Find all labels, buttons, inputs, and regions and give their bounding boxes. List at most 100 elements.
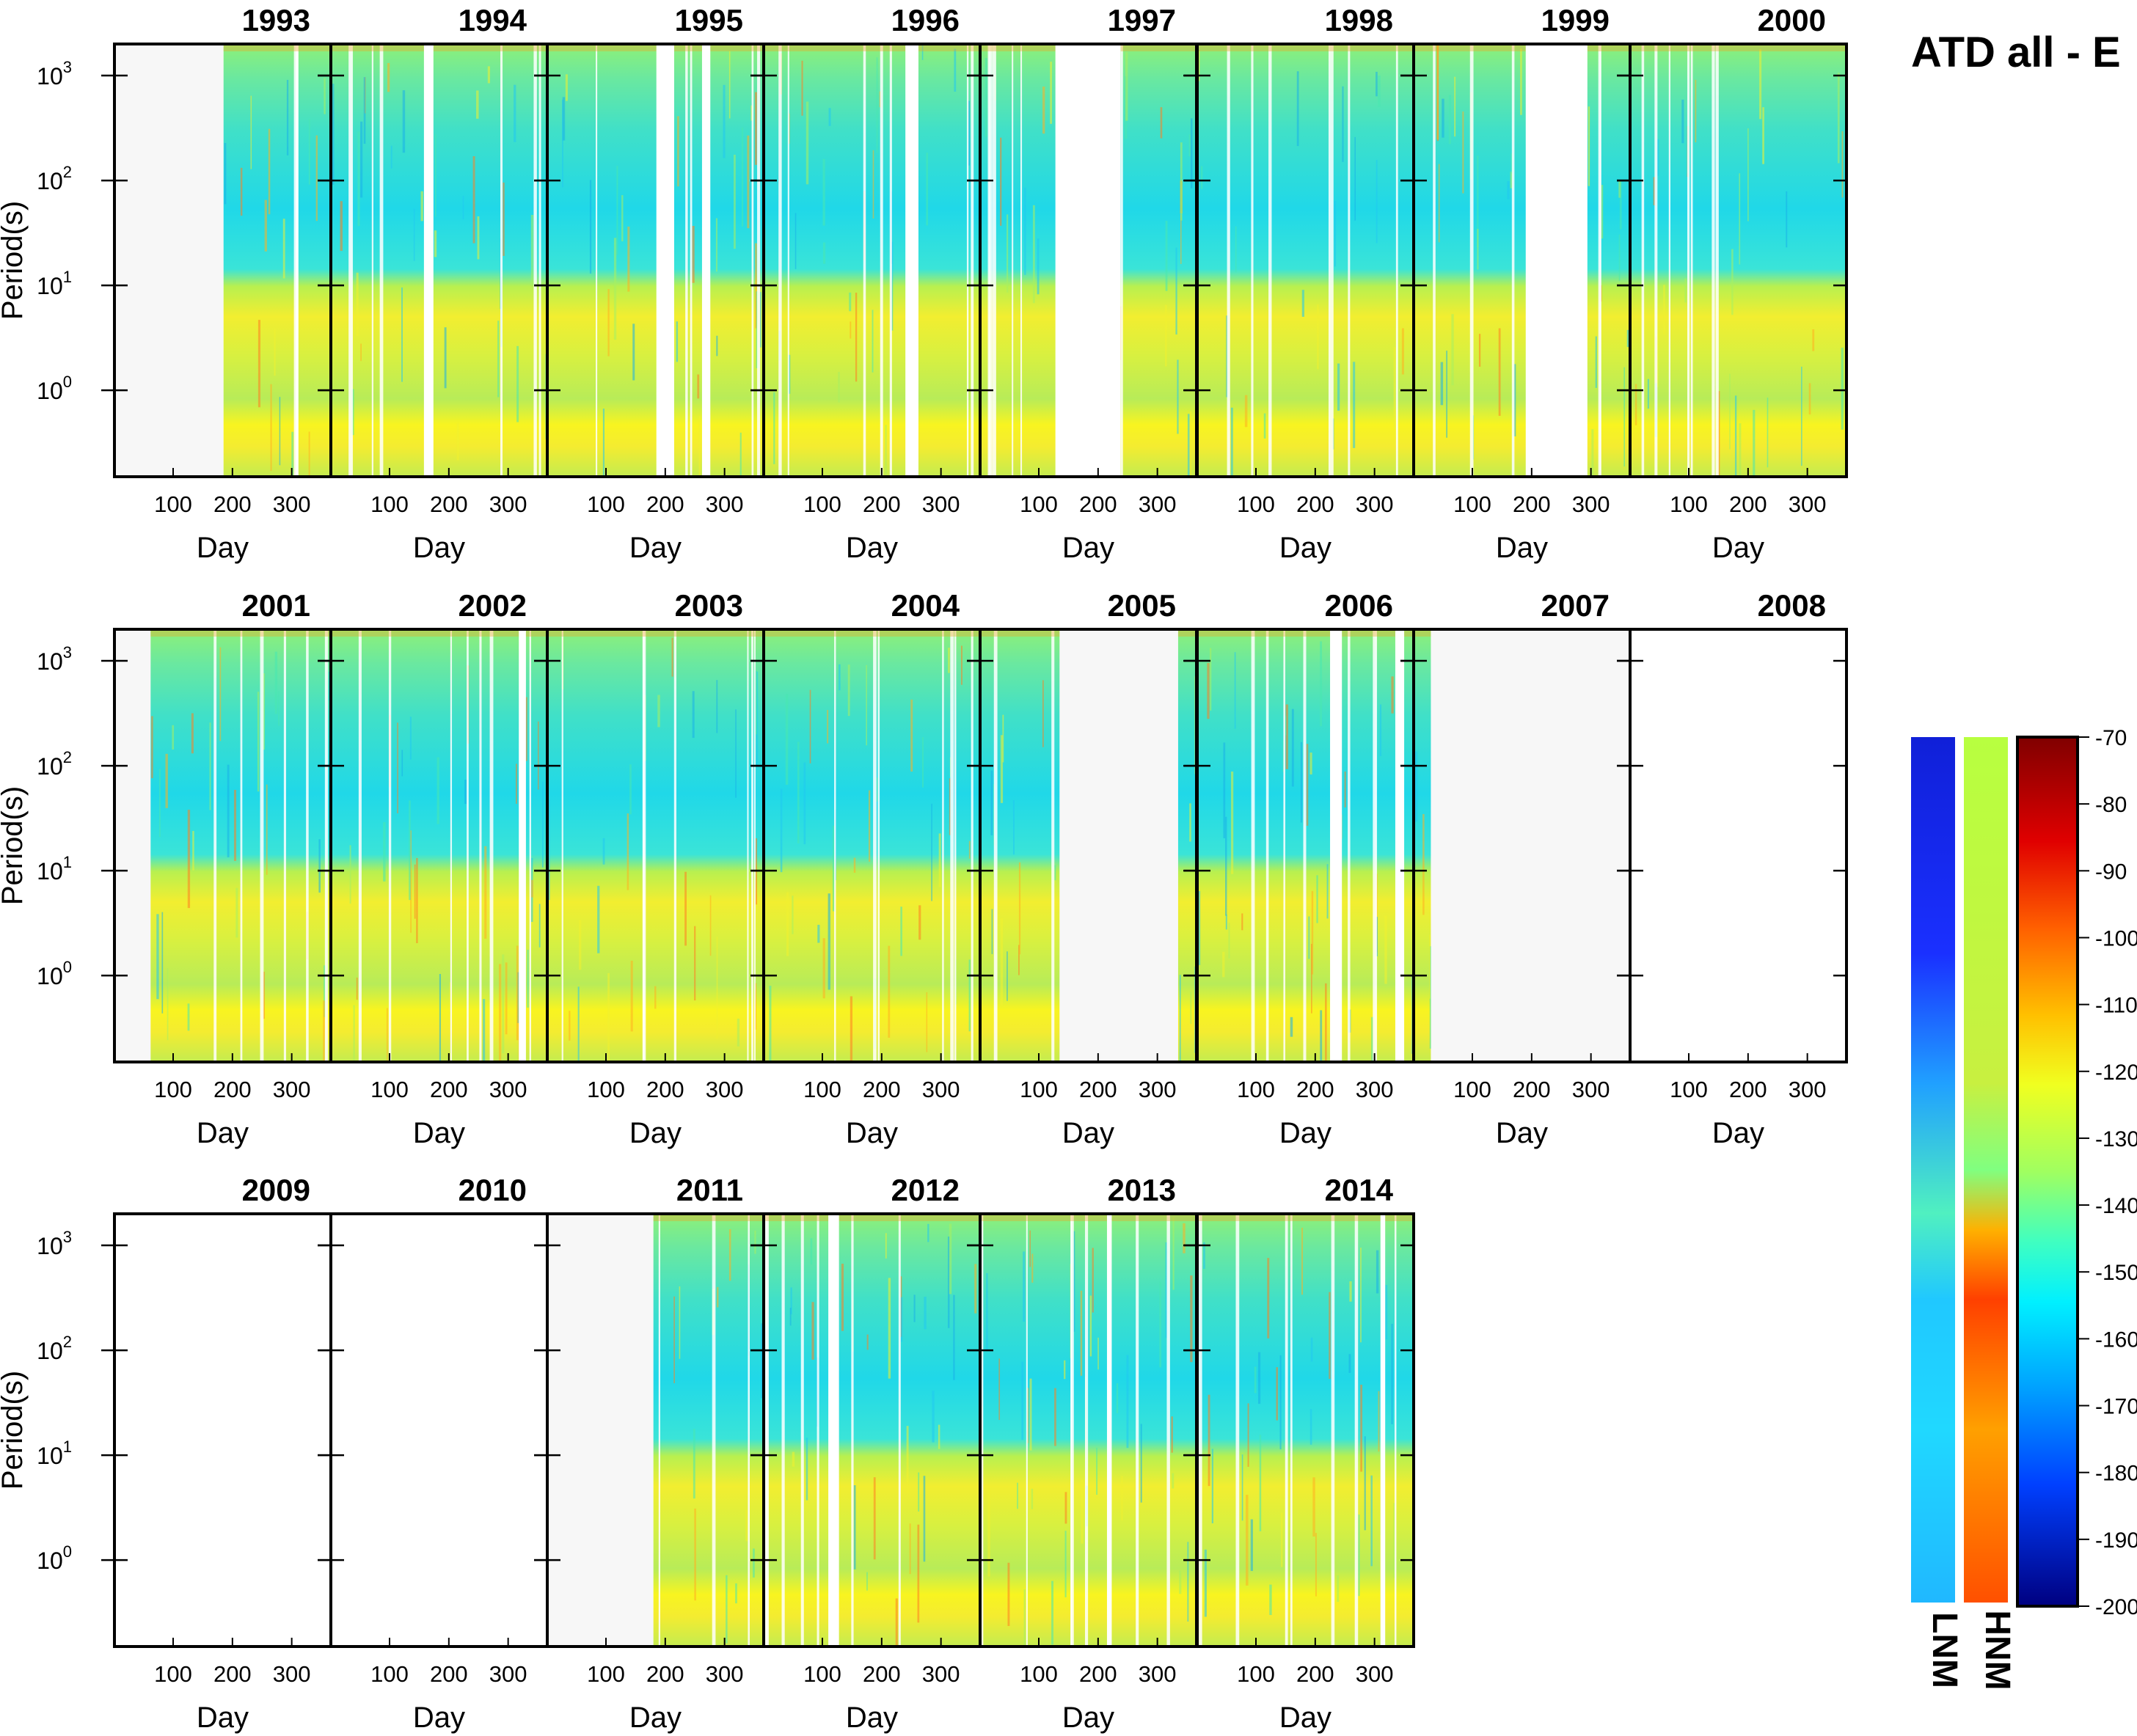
- y-axis-label: Period(s): [0, 1371, 29, 1490]
- psd-streak: [1204, 1549, 1207, 1617]
- psd-streak: [541, 781, 544, 868]
- psd-streak: [607, 289, 610, 356]
- psd-streak: [161, 912, 164, 1014]
- data-dropout: [529, 629, 532, 1062]
- psd-streak: [1027, 1388, 1029, 1443]
- psd-streak: [1092, 1248, 1094, 1313]
- x-tick-label: 200: [430, 491, 468, 517]
- psd-streak: [1000, 735, 1004, 803]
- y-axis-label: Period(s): [0, 201, 29, 320]
- psd-streak: [1198, 51, 1200, 81]
- psd-streak: [759, 292, 761, 348]
- psd-streak: [1189, 411, 1192, 477]
- psd-streak: [998, 1358, 1001, 1421]
- psd-streak: [1429, 934, 1431, 999]
- psd-streak: [1626, 329, 1629, 348]
- psd-streak: [1734, 395, 1737, 477]
- psd-streak: [1116, 1382, 1119, 1413]
- psd-streak: [1267, 1258, 1270, 1338]
- psd-streak: [1096, 1447, 1097, 1495]
- psd-streak: [1349, 1281, 1352, 1302]
- psd-streak: [1718, 391, 1720, 477]
- psd-streak: [869, 790, 871, 862]
- colorbar-tick-label: -90: [2095, 860, 2127, 884]
- x-tick-label: 200: [213, 491, 252, 517]
- psd-streak: [839, 664, 841, 691]
- psd-streak: [753, 1548, 755, 1578]
- psd-streak: [693, 1429, 695, 1499]
- data-dropout: [1375, 629, 1378, 1062]
- x-axis-label: Day: [413, 1117, 465, 1149]
- psd-streak: [1263, 413, 1266, 439]
- psd-streak: [577, 986, 580, 1062]
- data-dropout: [712, 1214, 716, 1647]
- psd-streak: [538, 721, 539, 790]
- psd-streak: [698, 416, 701, 477]
- data-dropout: [753, 629, 756, 1062]
- psd-band: [331, 629, 547, 1062]
- psd-streak: [1348, 1354, 1351, 1373]
- psd-streak: [1385, 1285, 1388, 1340]
- x-axis-label: Day: [197, 532, 249, 564]
- x-tick-label: 200: [646, 1077, 684, 1102]
- x-tick-label: 200: [1079, 1077, 1117, 1102]
- y-tick-exponent: 0: [63, 958, 72, 976]
- psd-streak: [1190, 992, 1192, 1025]
- psd-streak: [349, 845, 351, 904]
- psd-streak: [849, 292, 852, 312]
- psd-streak: [263, 971, 265, 1019]
- psd-streak: [1376, 160, 1378, 243]
- psd-streak: [1247, 1403, 1249, 1467]
- psd-streak: [464, 780, 467, 805]
- x-tick-label: 200: [863, 1661, 901, 1687]
- data-dropout: [751, 44, 754, 477]
- psd-streak: [1393, 1503, 1395, 1578]
- panel-frame: [329, 1212, 549, 1648]
- panel-year-label: 2009: [242, 1173, 310, 1207]
- psd-streak: [728, 1229, 731, 1281]
- psd-streak: [1311, 890, 1314, 975]
- psd-streak: [1228, 923, 1230, 959]
- data-dropout: [1084, 1214, 1089, 1647]
- data-dropout: [1331, 1214, 1335, 1647]
- psd-streak: [240, 167, 243, 216]
- psd-streak: [516, 763, 517, 804]
- panel-2002: 2002 100 200 300 Day: [318, 588, 549, 1149]
- psd-streak: [472, 155, 475, 243]
- psd-streak: [885, 1233, 887, 1259]
- psd-streak: [1285, 704, 1289, 769]
- psd-streak: [627, 226, 630, 292]
- panel-year-label: 2004: [891, 588, 960, 623]
- psd-streak: [340, 201, 343, 252]
- psd-streak: [1663, 285, 1665, 334]
- psd-streak: [1018, 862, 1021, 955]
- psd-streak: [390, 145, 392, 169]
- psd-streak: [745, 1509, 748, 1542]
- psd-streak: [827, 710, 829, 744]
- psd-streak: [1177, 359, 1179, 434]
- panel-year-label: 2005: [1108, 588, 1176, 623]
- x-tick-label: 300: [1789, 491, 1827, 517]
- panel-year-label: 2013: [1108, 1173, 1176, 1207]
- psd-streak: [677, 116, 679, 187]
- psd-band: [1177, 629, 1197, 1062]
- psd-streak: [484, 846, 487, 939]
- psd-band: [980, 629, 1060, 1062]
- psd-streak: [828, 893, 830, 990]
- psd-streak: [1841, 131, 1844, 198]
- psd-streak: [1023, 1589, 1026, 1647]
- psd-streak: [926, 992, 928, 1052]
- psd-streak: [838, 372, 840, 403]
- psd-streak: [497, 321, 500, 398]
- psd-streak: [987, 1488, 990, 1577]
- data-dropout: [371, 44, 373, 477]
- psd-streak: [1171, 1416, 1173, 1453]
- y-tick-exponent: 1: [63, 853, 72, 871]
- data-gap: [905, 44, 918, 477]
- data-dropout: [1265, 629, 1269, 1062]
- psd-streak: [187, 1003, 190, 1031]
- x-tick-label: 200: [213, 1661, 252, 1687]
- psd-streak: [692, 691, 695, 739]
- psd-streak: [1172, 1217, 1175, 1290]
- psd-band: [1630, 44, 1846, 477]
